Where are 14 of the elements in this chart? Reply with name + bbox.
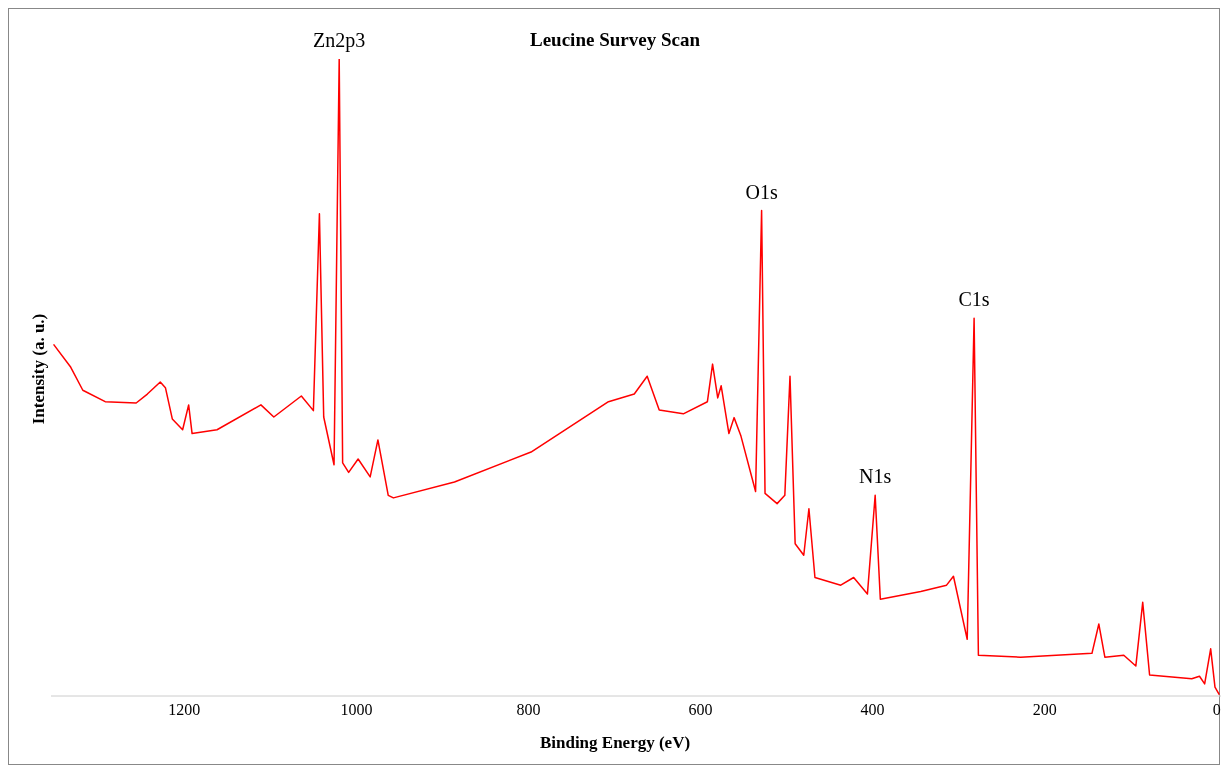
x-tick-label: 1000 [340, 701, 373, 719]
annotation: N1s [859, 465, 892, 488]
annotation: Zn2p3 [313, 29, 366, 52]
x-tick-label: 1200 [168, 701, 201, 719]
y-axis-title: Intensity (a. u.) [29, 313, 49, 425]
chart-title: Leucine Survey Scan [530, 29, 700, 50]
x-axis-title: Binding Energy (eV) [538, 733, 692, 753]
x-tick-label: 400 [860, 701, 885, 719]
x-tick-label: 600 [688, 701, 713, 719]
x-tick-label: 0 [1212, 701, 1221, 719]
annotation: C1s [958, 288, 990, 311]
annotation: O1s [745, 180, 778, 203]
x-tick-label: 800 [516, 701, 541, 719]
x-tick-label: 200 [1032, 701, 1057, 719]
